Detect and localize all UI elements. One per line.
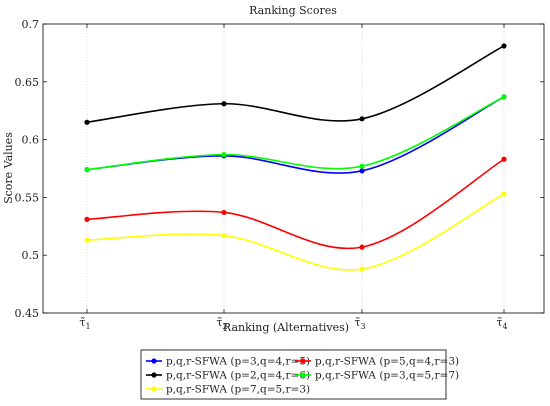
legend-swatch-dot <box>151 358 157 364</box>
plot-frame <box>42 23 545 314</box>
y-tick-label: 0.6 <box>22 134 40 147</box>
legend: p,q,r-SFWA (p=3,q=4,r=5) p,q,r-SFWA (p=5,… <box>140 349 459 400</box>
legend-swatch-dot <box>151 372 157 378</box>
data-point <box>221 232 227 239</box>
data-point <box>501 94 507 100</box>
series-line <box>86 96 505 171</box>
legend-swatch-dot <box>300 372 306 378</box>
legend-label: p,q,r-SFWA (p=3,q=4,r=5) <box>166 356 310 368</box>
data-point <box>501 156 507 162</box>
x-tick-label: τ̃3 <box>354 316 365 331</box>
y-tick-label: 0.7 <box>22 18 40 31</box>
data-point <box>359 163 365 169</box>
legend-label: p,q,r-SFWA (p=2,q=4,r=6) <box>166 370 310 382</box>
x-tick-label: τ̃1 <box>79 316 90 331</box>
y-tick-label: 0.55 <box>15 191 40 204</box>
data-point <box>501 191 507 197</box>
y-tick-label: 0.65 <box>15 76 40 89</box>
data-point <box>221 101 227 107</box>
series-layer <box>84 43 507 272</box>
legend-box <box>140 349 447 400</box>
data-point <box>359 266 365 272</box>
legend-swatch-dot <box>151 386 157 392</box>
series-line <box>86 45 505 124</box>
legend-label: p,q,r-SFWA (p=5,q=4,r=3) <box>315 356 459 368</box>
data-point <box>501 43 507 49</box>
x-axis-title: Ranking (Alternatives) <box>223 321 349 334</box>
y-tick-label: 0.5 <box>22 249 40 262</box>
grid-layer <box>86 24 505 313</box>
data-point <box>359 116 365 122</box>
data-point <box>84 216 90 222</box>
y-tick-label: 0.45 <box>15 307 40 320</box>
data-point <box>84 237 90 243</box>
y-axis-title: Score Values <box>2 132 15 204</box>
x-tick-label: τ̃4 <box>496 316 507 331</box>
data-point <box>221 209 227 216</box>
ticks-layer: 0.45 0.5 0.55 0.6 0.65 0.7 τ̃1 τ̃2 τ̃3 τ̃4 <box>15 18 544 331</box>
series-line <box>86 158 505 250</box>
legend-swatch-dot <box>300 358 306 364</box>
legend-label: p,q,r-SFWA (p=3,q=5,r=7) <box>315 370 459 382</box>
x-tick-label: τ̃2 <box>216 316 227 331</box>
data-point <box>359 168 365 174</box>
legend-label: p,q,r-SFWA (p=7,q=5,r=3) <box>166 384 310 396</box>
data-point <box>221 152 227 158</box>
data-point <box>359 244 365 250</box>
data-point <box>84 167 90 173</box>
chart-title: Ranking Scores <box>249 4 337 17</box>
series-line <box>86 193 505 271</box>
data-point <box>84 119 90 125</box>
